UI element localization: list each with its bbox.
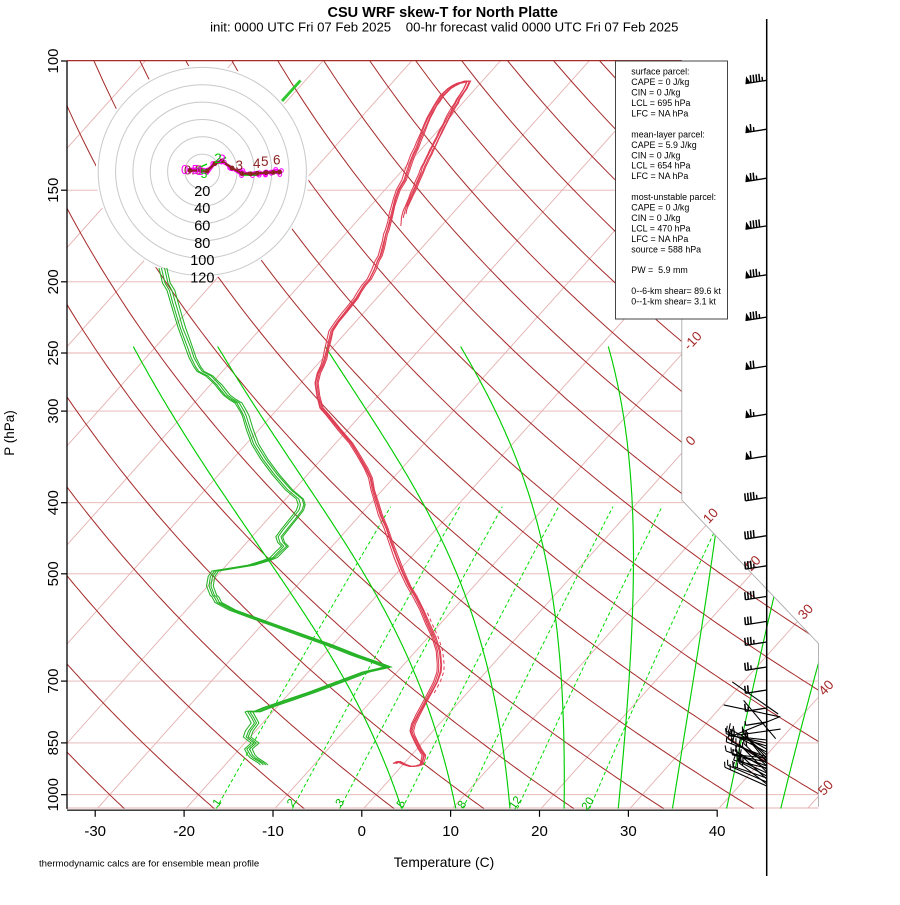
svg-text:source = 588 hPa: source = 588 hPa: [631, 244, 701, 254]
svg-text:40: 40: [709, 823, 726, 840]
svg-text:Temperature (C): Temperature (C): [394, 855, 494, 870]
svg-text:LCL = 470 hPa: LCL = 470 hPa: [631, 223, 690, 233]
svg-text:most-unstable parcel:: most-unstable parcel:: [631, 192, 716, 202]
svg-text:5: 5: [261, 154, 269, 169]
svg-text:-30: -30: [84, 823, 106, 840]
svg-text:100: 100: [45, 48, 62, 73]
svg-text:4: 4: [253, 156, 261, 171]
svg-text:0--1-km shear= 3.1 kt: 0--1-km shear= 3.1 kt: [631, 297, 716, 307]
svg-text:30: 30: [620, 823, 637, 840]
svg-text:30: 30: [795, 601, 816, 622]
svg-text:CAPE = 5.9 J/kg: CAPE = 5.9 J/kg: [631, 140, 696, 150]
svg-text:3: 3: [236, 158, 244, 173]
svg-text:60: 60: [194, 219, 210, 235]
svg-text:init: 0000 UTC Fri 07 Feb 2025: init: 0000 UTC Fri 07 Feb 2025 00-hr for…: [210, 20, 678, 35]
svg-text:0--6-km shear= 89.6 kt: 0--6-km shear= 89.6 kt: [631, 286, 721, 296]
svg-text:50: 50: [815, 777, 836, 798]
svg-text:thermodynamic calcs are for en: thermodynamic calcs are for ensemble mea…: [39, 859, 259, 870]
svg-text:LFC = NA hPa: LFC = NA hPa: [631, 234, 688, 244]
svg-text:80: 80: [194, 236, 210, 252]
svg-text:PW = 5.9 mm: PW = 5.9 mm: [631, 265, 687, 275]
svg-text:500: 500: [45, 561, 62, 586]
svg-text:CAPE = 0 J/kg: CAPE = 0 J/kg: [631, 203, 689, 213]
svg-text:0: 0: [358, 823, 366, 840]
svg-text:400: 400: [45, 490, 62, 515]
svg-text:5: 5: [201, 167, 208, 181]
svg-text:120: 120: [190, 271, 214, 287]
svg-text:150: 150: [45, 178, 62, 203]
svg-text:2: 2: [218, 152, 226, 167]
svg-text:10: 10: [700, 505, 721, 526]
svg-text:0.5: 0.5: [184, 163, 202, 178]
svg-text:CIN = 0 J/kg: CIN = 0 J/kg: [631, 150, 680, 160]
svg-text:-20: -20: [173, 823, 195, 840]
svg-text:20: 20: [531, 823, 548, 840]
svg-text:40: 40: [194, 201, 210, 217]
svg-text:700: 700: [45, 669, 62, 694]
svg-text:CIN = 0 J/kg: CIN = 0 J/kg: [631, 213, 680, 223]
svg-text:CSU WRF skew-T for North Platt: CSU WRF skew-T for North Platte: [327, 5, 557, 21]
svg-text:LCL = 654 hPa: LCL = 654 hPa: [631, 161, 690, 171]
svg-text:200: 200: [45, 269, 62, 294]
svg-text:LFC = NA hPa: LFC = NA hPa: [631, 171, 688, 181]
svg-text:CAPE = 0 J/kg: CAPE = 0 J/kg: [631, 77, 689, 87]
svg-text:10: 10: [442, 823, 459, 840]
svg-text:1000: 1000: [45, 778, 62, 811]
svg-text:850: 850: [45, 730, 62, 755]
svg-text:surface parcel:: surface parcel:: [631, 67, 689, 77]
svg-text:-10: -10: [262, 823, 284, 840]
svg-text:100: 100: [190, 253, 214, 269]
svg-text:20: 20: [194, 184, 210, 200]
svg-text:P (hPa): P (hPa): [2, 410, 17, 456]
svg-text:0.5: 0.5: [181, 162, 199, 177]
svg-text:mean-layer parcel:: mean-layer parcel:: [631, 129, 705, 139]
svg-text:LFC = NA hPa: LFC = NA hPa: [631, 109, 688, 119]
svg-text:40: 40: [816, 677, 837, 698]
svg-text:2: 2: [214, 151, 222, 166]
svg-text:6: 6: [273, 153, 281, 168]
svg-text:LCL = 695 hPa: LCL = 695 hPa: [631, 98, 690, 108]
svg-text:1: 1: [197, 164, 204, 178]
svg-text:300: 300: [45, 399, 62, 424]
svg-text:250: 250: [45, 340, 62, 365]
svg-text:CIN = 0 J/kg: CIN = 0 J/kg: [631, 88, 680, 98]
